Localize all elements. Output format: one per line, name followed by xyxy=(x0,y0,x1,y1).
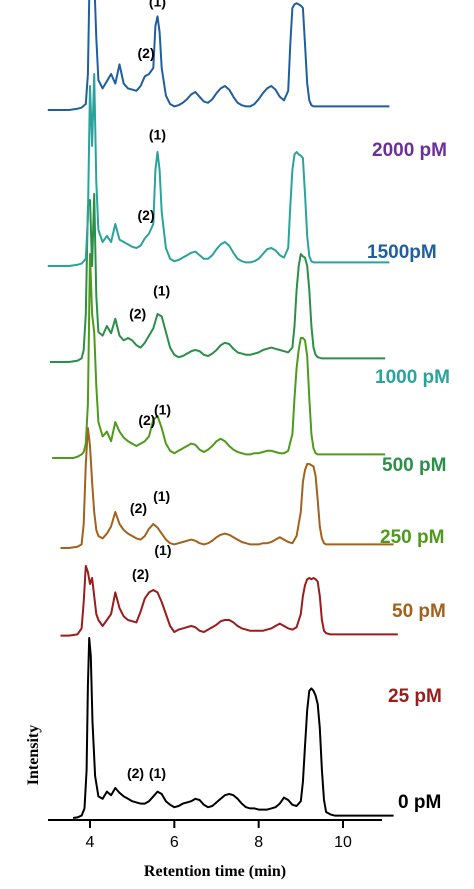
peak-label: (2) xyxy=(138,412,155,428)
x-tick-label: 4 xyxy=(86,834,95,851)
peak-label: (1) xyxy=(154,401,171,417)
trace-1500pm xyxy=(47,0,390,111)
x-tick-label: 10 xyxy=(334,834,352,851)
peak-label: (2) xyxy=(138,45,155,61)
peak-label: (2) xyxy=(130,500,147,516)
peak-annotations: (2) (1)(2)(1)(2)(1)(2)(1)(2)(1)(2)(1)(2)(… xyxy=(127,0,172,781)
trace-25-pm xyxy=(60,565,398,637)
peak-label: (2) xyxy=(138,207,155,223)
x-tick-label: 8 xyxy=(254,834,263,851)
trace-1000-pm xyxy=(47,73,390,267)
series-labels: 0 pM 25 pM 50 pM 250 pM 500 pM 1000 pM 1500pM 2… xyxy=(367,140,450,813)
series-label: 0 pM xyxy=(398,792,441,813)
series-label: 500 pM xyxy=(382,455,446,476)
peak-label: (1) xyxy=(154,542,171,558)
series-label: 1000 pM xyxy=(375,367,450,388)
series-label: 1500pM xyxy=(367,242,437,263)
peak-label: (2) xyxy=(127,765,144,781)
peak-label: (1) xyxy=(153,283,170,299)
trace-500-pm xyxy=(49,193,386,363)
peak-label: (1) xyxy=(149,0,166,9)
x-axis-title: Retention time (min) xyxy=(144,863,286,880)
peak-label: (2) xyxy=(132,566,149,582)
peak-label: (1) xyxy=(149,127,166,143)
peak-label: (1) xyxy=(153,488,170,504)
x-axis: 4 6 8 10 Retention time (min) xyxy=(48,819,382,880)
traces xyxy=(47,0,398,819)
trace-50-pm xyxy=(60,427,394,549)
x-ticks: 4 6 8 10 xyxy=(86,820,352,851)
series-label: 250 pM xyxy=(380,527,444,548)
peak-label: (1) xyxy=(149,765,166,781)
trace-0-pm xyxy=(72,637,394,819)
series-label: 50 pM xyxy=(392,601,446,622)
x-tick-label: 6 xyxy=(170,834,179,851)
series-label: 25 pM xyxy=(388,686,442,707)
trace-250-pm xyxy=(52,253,386,459)
y-axis-title: Intensity xyxy=(25,725,42,785)
series-label: 2000 pM xyxy=(372,140,447,161)
peak-label: (2) xyxy=(129,305,146,321)
